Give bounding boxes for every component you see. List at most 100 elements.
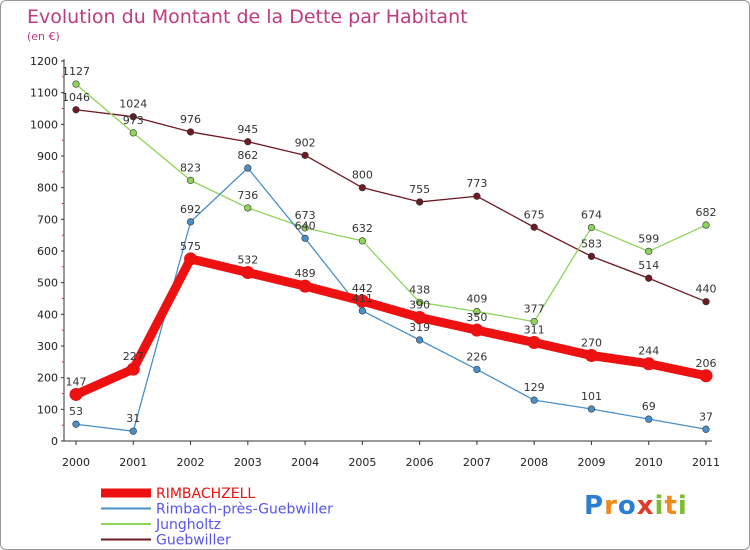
brand-logo: Proxiti bbox=[584, 491, 688, 521]
x-tick-label: 2010 bbox=[635, 456, 663, 469]
data-point bbox=[244, 138, 252, 146]
data-point bbox=[186, 128, 195, 136]
y-tick-label: 900 bbox=[37, 150, 58, 163]
data-point bbox=[413, 311, 427, 324]
data-label: 377 bbox=[524, 303, 545, 316]
data-point bbox=[702, 221, 710, 229]
data-label: 206 bbox=[696, 357, 717, 370]
data-point bbox=[69, 387, 83, 401]
x-tick-label: 2009 bbox=[577, 456, 605, 469]
data-label: 227 bbox=[123, 350, 144, 363]
data-point bbox=[416, 198, 424, 206]
y-tick-label: 100 bbox=[37, 403, 58, 416]
data-point bbox=[184, 252, 198, 266]
data-point bbox=[244, 164, 252, 172]
data-point bbox=[129, 427, 137, 435]
data-label: 736 bbox=[237, 189, 258, 202]
data-label: 101 bbox=[581, 390, 602, 403]
data-label: 438 bbox=[409, 283, 430, 296]
data-point bbox=[301, 234, 309, 242]
brand-letter: P bbox=[584, 491, 605, 521]
data-point bbox=[530, 318, 538, 326]
data-label: 409 bbox=[466, 292, 487, 305]
chart-title: Evolution du Montant de la Dette par Hab… bbox=[27, 6, 468, 28]
data-point bbox=[416, 336, 424, 344]
x-tick-label: 2002 bbox=[177, 456, 205, 469]
data-point bbox=[355, 294, 369, 308]
y-tick-label: 0 bbox=[51, 435, 58, 448]
data-label: 599 bbox=[638, 232, 659, 245]
data-point bbox=[645, 247, 653, 255]
data-label: 823 bbox=[180, 161, 201, 174]
y-tick-label: 500 bbox=[37, 277, 58, 290]
data-label: 319 bbox=[409, 321, 430, 334]
data-label: 53 bbox=[69, 405, 83, 418]
legend-entry: Rimbach-près-Guebwiller bbox=[156, 502, 333, 518]
data-point bbox=[72, 106, 80, 114]
data-label: 862 bbox=[237, 149, 258, 162]
data-point bbox=[416, 298, 424, 306]
brand-letter: i bbox=[677, 491, 688, 521]
y-tick-label: 200 bbox=[37, 372, 58, 385]
data-point bbox=[186, 176, 195, 184]
data-point bbox=[186, 218, 195, 226]
data-label: 755 bbox=[409, 183, 430, 196]
data-label: 390 bbox=[409, 299, 430, 312]
y-tick-label: 700 bbox=[37, 213, 58, 226]
data-point bbox=[473, 307, 481, 316]
data-point bbox=[587, 252, 596, 260]
data-label: 583 bbox=[581, 237, 602, 250]
x-tick-label: 2004 bbox=[291, 456, 319, 469]
data-point bbox=[358, 237, 366, 245]
data-point bbox=[301, 151, 309, 159]
brand-letter: t bbox=[664, 491, 678, 521]
brand-letter: r bbox=[604, 491, 618, 521]
data-label: 226 bbox=[466, 350, 487, 363]
data-label: 311 bbox=[524, 324, 545, 337]
x-tick-label: 2001 bbox=[119, 456, 147, 469]
data-label: 270 bbox=[581, 337, 602, 350]
data-point bbox=[358, 184, 366, 192]
y-tick-label: 1000 bbox=[30, 118, 58, 131]
data-point bbox=[241, 266, 255, 280]
data-point bbox=[72, 420, 80, 428]
data-point bbox=[126, 362, 140, 376]
data-label: 632 bbox=[352, 222, 373, 235]
data-label: 31 bbox=[126, 412, 140, 425]
data-point bbox=[129, 129, 137, 137]
data-point bbox=[645, 274, 653, 282]
data-label: 800 bbox=[352, 169, 373, 182]
data-label: 682 bbox=[696, 206, 717, 219]
data-label: 674 bbox=[581, 209, 602, 222]
x-tick-label: 2006 bbox=[406, 456, 434, 469]
data-point bbox=[530, 223, 538, 231]
data-label: 945 bbox=[237, 123, 258, 136]
data-point bbox=[129, 113, 137, 121]
data-point bbox=[473, 365, 481, 374]
data-label: 514 bbox=[638, 259, 659, 272]
brand-letter: o bbox=[617, 491, 637, 521]
data-label: 1046 bbox=[62, 91, 90, 104]
data-point bbox=[702, 425, 710, 433]
data-point bbox=[699, 369, 713, 383]
x-tick-label: 2003 bbox=[234, 456, 262, 469]
data-point bbox=[358, 307, 366, 315]
x-tick-label: 2008 bbox=[520, 456, 548, 469]
y-tick-label: 400 bbox=[37, 308, 58, 321]
data-label: 442 bbox=[352, 282, 373, 295]
y-tick-label: 300 bbox=[37, 340, 58, 353]
data-point bbox=[642, 357, 656, 371]
data-point bbox=[527, 336, 541, 350]
y-tick-label: 1200 bbox=[30, 55, 58, 68]
data-label: 244 bbox=[638, 345, 659, 358]
data-point bbox=[645, 415, 653, 423]
x-tick-label: 2011 bbox=[692, 456, 720, 469]
x-tick-label: 2005 bbox=[348, 456, 376, 469]
series-line bbox=[71, 254, 711, 399]
chart-subtitle: (en €) bbox=[27, 30, 60, 43]
data-point bbox=[587, 223, 596, 232]
data-label: 411 bbox=[352, 292, 373, 305]
data-point bbox=[298, 279, 312, 293]
y-tick-label: 1100 bbox=[30, 87, 58, 100]
